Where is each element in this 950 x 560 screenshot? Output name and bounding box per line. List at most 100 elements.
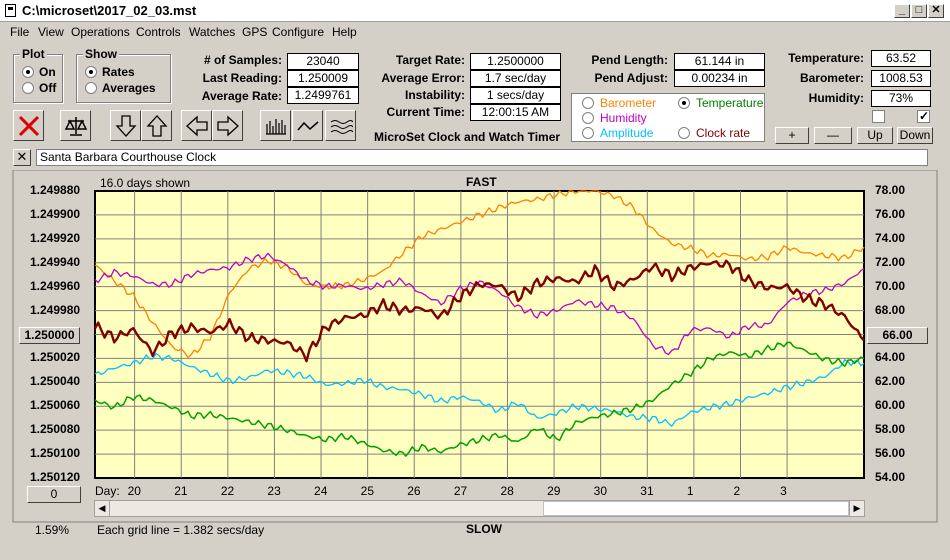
center-left-button[interactable]: 1.250000 bbox=[19, 327, 80, 344]
menu-watches[interactable]: Watches bbox=[189, 25, 236, 39]
legend-temperature-label: Temperature bbox=[696, 96, 764, 110]
maximize-icon[interactable]: □ bbox=[911, 4, 927, 18]
x-day-tick: 1 bbox=[686, 484, 694, 498]
x-day-tick: 24 bbox=[314, 484, 328, 498]
series-legend: Barometer Temperature Humidity Amplitude… bbox=[571, 93, 765, 142]
plot-group-title: Plot bbox=[20, 47, 47, 61]
legend-humidity[interactable]: Humidity bbox=[582, 111, 647, 125]
scroll-right-arrow-icon[interactable]: ▶ bbox=[849, 501, 864, 516]
scroll-up-button[interactable] bbox=[141, 110, 172, 141]
down-button[interactable]: Down bbox=[897, 127, 933, 144]
scroll-right-button[interactable] bbox=[212, 110, 243, 141]
clock-name-field[interactable]: Santa Barbara Courthouse Clock bbox=[36, 149, 928, 166]
bar-graph-icon bbox=[266, 119, 286, 135]
x-day-tick: 29 bbox=[547, 484, 561, 498]
menu-bar: File View Operations Controls Watches GP… bbox=[0, 23, 950, 41]
bar-graph-button[interactable] bbox=[260, 110, 291, 141]
close-icon[interactable]: ✕ bbox=[928, 4, 944, 18]
y-right-tick: 58.00 bbox=[875, 422, 906, 437]
barometer-label: Barometer: bbox=[799, 71, 864, 85]
plot-group: Plot On Off bbox=[13, 47, 63, 103]
temperature-field: 63.52 bbox=[871, 50, 931, 67]
y-right-tick: 68.00 bbox=[875, 302, 906, 317]
balance-icon bbox=[64, 117, 88, 136]
legend-temperature[interactable]: Temperature bbox=[678, 96, 763, 110]
humidity-label: Humidity: bbox=[808, 91, 864, 105]
menu-controls[interactable]: Controls bbox=[136, 25, 181, 39]
center-right-button[interactable]: 66.00 bbox=[867, 327, 928, 344]
x-day-tick: 30 bbox=[593, 484, 608, 498]
scrollbar-thumb[interactable] bbox=[543, 501, 849, 516]
up-button[interactable]: Up bbox=[857, 127, 893, 144]
legend-barometer[interactable]: Barometer bbox=[582, 96, 656, 110]
menu-operations[interactable]: Operations bbox=[71, 25, 130, 39]
radio-selected-icon bbox=[22, 66, 34, 78]
menu-file[interactable]: File bbox=[10, 25, 30, 39]
show-averages-radio[interactable]: Averages bbox=[85, 81, 156, 95]
window-title: C:\microset\2017_02_03.mst bbox=[22, 3, 197, 18]
plus-button[interactable]: + bbox=[775, 127, 809, 144]
last-reading-label: Last Reading: bbox=[202, 71, 282, 85]
y-right-tick: 60.00 bbox=[875, 398, 906, 413]
barometer-field: 1008.53 bbox=[871, 70, 931, 87]
last-reading-field: 1.250009 bbox=[287, 70, 359, 87]
instability-label: Instability: bbox=[404, 88, 465, 102]
y-left-tick: 1.249960 bbox=[30, 278, 81, 293]
line-graph-button[interactable] bbox=[292, 110, 323, 141]
x-day-tick: 31 bbox=[640, 484, 654, 498]
y-right-tick: 70.00 bbox=[875, 278, 906, 293]
checkbox-1[interactable] bbox=[872, 110, 885, 123]
instability-field: 1 secs/day bbox=[470, 87, 561, 104]
legend-amplitude[interactable]: Amplitude bbox=[582, 126, 653, 140]
minus-button[interactable]: — bbox=[814, 127, 852, 144]
y-right-tick: 76.00 bbox=[875, 206, 906, 221]
show-group: Show Rates Averages bbox=[76, 47, 171, 103]
average-error-label: Average Error: bbox=[381, 71, 465, 85]
wave-button[interactable] bbox=[325, 110, 356, 141]
clear-button[interactable] bbox=[13, 110, 44, 141]
y-right-tick: 54.00 bbox=[875, 470, 906, 484]
pend-adjust-label: Pend Adjust: bbox=[594, 71, 668, 85]
balance-button[interactable] bbox=[60, 110, 91, 141]
pend-length-field: 61.144 in bbox=[674, 53, 765, 70]
plot-on-radio[interactable]: On bbox=[22, 65, 56, 79]
radio-selected-icon bbox=[678, 97, 690, 109]
radio-icon bbox=[582, 97, 594, 109]
plot-on-label: On bbox=[39, 65, 56, 79]
series-line-amplitude bbox=[94, 352, 865, 427]
pend-length-label: Pend Length: bbox=[591, 53, 668, 67]
legend-clock-rate[interactable]: Clock rate bbox=[678, 126, 750, 140]
scroll-left-button[interactable] bbox=[181, 110, 212, 141]
y-right-tick: 72.00 bbox=[875, 254, 906, 269]
average-rate-label: Average Rate: bbox=[201, 89, 282, 103]
x-day-tick: 22 bbox=[220, 484, 235, 498]
samples-label: # of Samples: bbox=[203, 53, 282, 67]
scroll-left-arrow-icon[interactable]: ◀ bbox=[95, 501, 110, 516]
radio-icon bbox=[85, 82, 97, 94]
y-left-tick: 1.250060 bbox=[30, 398, 81, 413]
title-bar: C:\microset\2017_02_03.mst _ □ ✕ bbox=[0, 0, 950, 22]
day-axis-label: Day: bbox=[95, 484, 120, 498]
y-left-tick: 1.249920 bbox=[30, 230, 81, 245]
humidity-field: 73% bbox=[871, 90, 931, 107]
checkbox-2[interactable] bbox=[917, 109, 930, 123]
show-group-title: Show bbox=[83, 47, 119, 61]
menu-gps[interactable]: GPS bbox=[242, 25, 268, 39]
offset-button[interactable]: 0 bbox=[27, 486, 81, 503]
app-icon[interactable] bbox=[5, 4, 16, 17]
y-left-tick: 1.250080 bbox=[30, 422, 81, 437]
arrow-right-icon bbox=[217, 115, 239, 137]
close-clock-button[interactable]: ✕ bbox=[13, 149, 31, 166]
arrow-up-icon bbox=[146, 115, 168, 137]
minimize-icon[interactable]: _ bbox=[894, 4, 910, 18]
radio-icon bbox=[678, 127, 690, 139]
horizontal-scrollbar[interactable]: ◀ ▶ bbox=[94, 500, 865, 517]
menu-configure[interactable]: Configure bbox=[272, 25, 325, 39]
x-day-tick: 23 bbox=[267, 484, 281, 498]
menu-view[interactable]: View bbox=[38, 25, 64, 39]
show-rates-radio[interactable]: Rates bbox=[85, 65, 135, 79]
current-time-field: 12:00:15 AM bbox=[470, 104, 561, 121]
scroll-down-button[interactable] bbox=[110, 110, 141, 141]
plot-off-radio[interactable]: Off bbox=[22, 81, 56, 95]
menu-help[interactable]: Help bbox=[332, 25, 357, 39]
